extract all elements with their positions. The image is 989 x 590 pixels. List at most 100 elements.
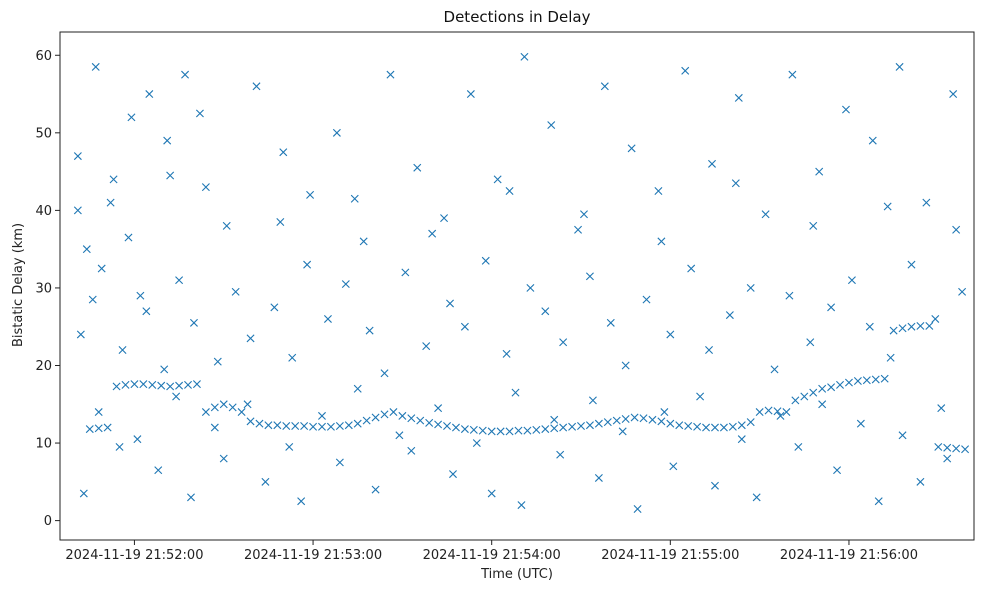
data-point	[451, 423, 460, 432]
data-point	[585, 421, 594, 430]
data-point	[91, 62, 100, 71]
data-point	[916, 477, 925, 486]
data-point	[886, 353, 895, 362]
data-point	[413, 163, 422, 172]
data-point	[898, 324, 907, 333]
y-tick-label: 0	[44, 514, 52, 529]
data-point	[192, 380, 201, 389]
data-point	[481, 256, 490, 265]
data-point	[788, 70, 797, 79]
data-point	[213, 357, 222, 366]
data-point	[496, 427, 505, 436]
data-point	[952, 225, 961, 234]
data-point	[809, 388, 818, 397]
data-point	[847, 276, 856, 285]
data-point	[806, 338, 815, 347]
data-point	[466, 90, 475, 99]
data-point	[371, 413, 380, 422]
data-point	[577, 422, 585, 430]
data-point	[166, 171, 175, 180]
data-point	[246, 417, 255, 426]
data-point	[800, 392, 809, 401]
data-point	[639, 414, 648, 423]
data-point	[270, 303, 279, 312]
data-point	[460, 425, 469, 434]
x-tick-label: 2024-11-19 21:55:00	[601, 548, 739, 563]
data-point	[585, 272, 594, 281]
data-point	[862, 376, 871, 385]
data-point	[219, 454, 228, 463]
data-point	[684, 422, 693, 430]
data-point	[579, 210, 588, 219]
data-point	[520, 52, 529, 61]
data-point	[264, 421, 273, 430]
data-point	[189, 318, 198, 327]
data-point	[228, 403, 237, 412]
data-point	[523, 426, 532, 435]
data-point	[163, 136, 172, 145]
plot-frame	[59, 31, 975, 541]
data-point	[332, 128, 341, 137]
data-point	[73, 206, 82, 215]
data-point	[85, 425, 94, 434]
data-point	[621, 415, 630, 423]
data-point	[630, 413, 639, 422]
data-point	[318, 422, 326, 431]
data-point	[425, 418, 434, 427]
data-point	[883, 202, 892, 211]
data-point	[600, 82, 609, 91]
data-point	[255, 419, 264, 428]
data-point	[157, 381, 166, 390]
data-point	[895, 62, 904, 71]
data-point	[728, 422, 737, 431]
data-point	[916, 321, 925, 330]
data-point	[606, 318, 615, 327]
data-point	[362, 416, 371, 425]
data-point	[422, 342, 431, 351]
data-point	[907, 260, 916, 269]
data-point	[642, 295, 651, 304]
data-point	[925, 321, 934, 330]
y-tick-label: 10	[35, 437, 52, 452]
data-point	[648, 415, 657, 424]
data-point	[79, 489, 88, 498]
data-point	[532, 425, 541, 434]
y-axis-label: Bistatic Delay (km)	[11, 223, 26, 347]
data-point	[559, 423, 568, 432]
data-point	[514, 426, 523, 435]
data-point	[660, 408, 669, 417]
data-point	[943, 443, 952, 452]
data-point	[121, 380, 130, 389]
data-point	[874, 497, 883, 506]
data-point	[719, 423, 728, 432]
data-point	[836, 380, 845, 389]
data-point	[94, 408, 103, 417]
data-point	[434, 420, 443, 429]
data-point	[365, 326, 374, 335]
data-point	[288, 353, 297, 362]
data-point	[386, 70, 395, 79]
data-point	[252, 82, 261, 91]
data-point	[588, 396, 597, 405]
data-point	[201, 408, 210, 417]
axis-ticks: 2024-11-19 21:52:00 2024-11-19 21:53:00 20…	[35, 49, 918, 563]
data-point	[210, 423, 219, 432]
data-point	[871, 375, 880, 384]
data-point	[353, 384, 362, 393]
data-point	[97, 264, 106, 273]
data-point	[761, 210, 770, 219]
data-point	[222, 221, 231, 230]
data-point	[782, 408, 791, 417]
data-point	[380, 410, 389, 419]
data-point	[856, 419, 865, 428]
data-point	[160, 365, 169, 374]
data-point	[574, 225, 583, 234]
data-point	[82, 245, 91, 254]
data-point	[434, 404, 443, 413]
data-point	[469, 425, 478, 434]
data-point	[889, 326, 898, 335]
data-point	[809, 221, 818, 230]
data-point	[401, 268, 410, 277]
data-point	[154, 466, 163, 475]
data-point	[487, 489, 496, 498]
